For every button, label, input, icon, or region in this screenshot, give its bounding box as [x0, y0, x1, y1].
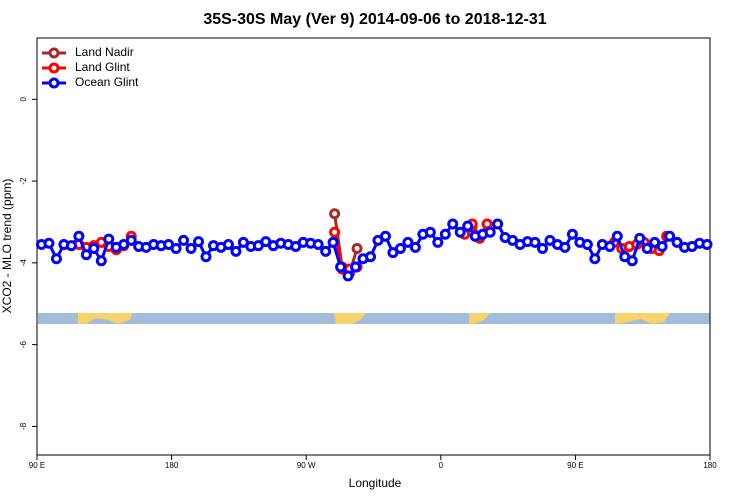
data-point [320, 245, 332, 257]
data-point [88, 243, 100, 255]
x-tick-label: 90 E [29, 461, 45, 470]
data-point [327, 236, 339, 248]
data-point [95, 255, 107, 267]
data-point [125, 234, 137, 246]
data-point [222, 238, 234, 250]
data-point [589, 253, 601, 265]
land-ocean-strip [38, 313, 710, 324]
data-point [329, 208, 341, 220]
data-point [365, 251, 377, 263]
data-point [170, 243, 182, 255]
data-point [432, 236, 444, 248]
data-point [529, 236, 541, 248]
data-point [536, 243, 548, 255]
data-point [447, 218, 459, 230]
data-point [342, 270, 354, 282]
data-point [656, 241, 668, 252]
legend-swatch-marker [48, 62, 60, 74]
x-tick-label: 90 E [567, 461, 583, 470]
data-point [634, 232, 646, 244]
data-point [193, 236, 205, 248]
legend-swatch-marker [48, 47, 60, 59]
data-point [454, 226, 466, 238]
data-point [611, 230, 623, 242]
data-point [230, 245, 242, 257]
data-point [178, 234, 190, 246]
data-point [492, 218, 504, 230]
legend-swatch-marker [48, 77, 60, 89]
data-point [335, 261, 347, 273]
chart-title: 35S-30S May (Ver 9) 2014-09-06 to 2018-1… [203, 11, 546, 28]
data-point [581, 238, 593, 250]
data-point [200, 251, 212, 263]
data-point [43, 237, 55, 249]
x-axis-label: Longitude [349, 476, 402, 490]
legend-label: Land Nadir [75, 45, 134, 59]
y-tick-label: 0 [19, 97, 28, 102]
legend-label: Ocean Glint [75, 75, 139, 89]
x-tick-label: 90 W [297, 461, 316, 470]
data-point [409, 241, 421, 253]
data-point [379, 230, 391, 242]
data-point [484, 226, 496, 238]
data-point [626, 255, 638, 267]
data-point [604, 241, 616, 252]
y-tick-label: -4 [19, 259, 28, 267]
data-point [50, 253, 62, 265]
legend-label: Land Glint [75, 60, 130, 74]
data-point [394, 243, 406, 255]
series [35, 218, 713, 282]
data-point [80, 249, 92, 261]
data-point [439, 228, 451, 240]
data-point [671, 236, 683, 248]
y-tick-label: -6 [19, 341, 28, 349]
data-point [566, 228, 578, 240]
data-point [424, 226, 436, 238]
y-tick-label: -2 [19, 177, 28, 185]
x-tick-label: 0 [439, 461, 444, 470]
x-tick-label: 180 [165, 461, 179, 470]
data-point [350, 261, 362, 273]
data-point [641, 243, 653, 255]
data-point [351, 243, 363, 255]
data-point [329, 226, 341, 238]
data-point [103, 233, 115, 245]
data-point [462, 220, 474, 232]
y-axis-label: XCO2 - MLO trend (ppm) [0, 179, 14, 314]
data-point [185, 243, 197, 255]
data-point [312, 238, 324, 250]
data-point [664, 230, 676, 242]
data-point [701, 238, 713, 250]
y-tick-label: -8 [19, 422, 28, 430]
data-point [65, 240, 77, 252]
x-tick-label: 180 [703, 461, 717, 470]
data-point [402, 236, 414, 248]
data-point [73, 230, 85, 242]
data-point [559, 241, 571, 253]
